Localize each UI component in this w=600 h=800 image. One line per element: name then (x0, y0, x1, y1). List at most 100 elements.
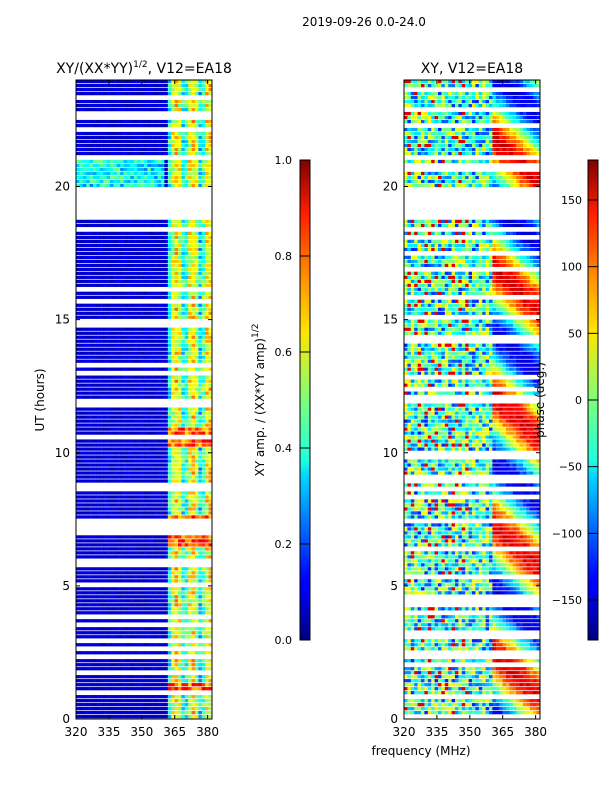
heatmap-cell (198, 383, 203, 387)
heatmap-cell (184, 267, 189, 271)
heatmap-cell (167, 351, 172, 355)
heatmap-cell (76, 179, 80, 184)
heatmap-cell (167, 675, 172, 679)
heatmap-cell (86, 343, 90, 347)
heatmap-cell (79, 355, 84, 359)
heatmap-cell (167, 375, 172, 379)
heatmap-cell (130, 571, 135, 575)
heatmap-cell (157, 607, 162, 611)
heatmap-cell (116, 575, 121, 579)
heatmap-cell (133, 135, 138, 140)
heatmap-cell (205, 675, 209, 679)
heatmap-cell (154, 343, 158, 347)
heatmap-cell (82, 175, 87, 180)
heatmap-cell (174, 183, 179, 188)
heatmap-cell (191, 711, 196, 715)
heatmap-cell (147, 455, 152, 459)
heatmap-cell (174, 307, 179, 311)
heatmap-cell (164, 163, 169, 168)
heatmap-cell (208, 99, 212, 104)
heatmap-cell (167, 83, 172, 88)
heatmap-cell (154, 575, 158, 579)
heatmap-cell (79, 347, 84, 351)
heatmap-cell (184, 143, 189, 148)
heatmap-cell (144, 175, 148, 180)
heatmap-cell (147, 383, 152, 387)
heatmap-cell (188, 347, 192, 351)
heatmap-cell (157, 683, 162, 687)
heatmap-cell (154, 595, 158, 599)
heatmap-cell (188, 443, 192, 447)
heatmap-cell (120, 415, 124, 419)
heatmap-cell (79, 459, 84, 463)
heatmap-cell (208, 579, 212, 583)
heatmap-cell (137, 307, 141, 311)
heatmap-cell (144, 687, 148, 691)
heatmap-cell (147, 547, 152, 551)
heatmap-cell (82, 607, 87, 611)
heatmap-cell (154, 355, 158, 359)
heatmap-cell (198, 167, 203, 172)
heatmap-cell (150, 355, 155, 359)
heatmap-cell (99, 571, 104, 575)
heatmap-cell (123, 263, 128, 267)
heatmap-cell (154, 459, 158, 463)
heatmap-cell (93, 91, 97, 96)
heatmap-cell (93, 343, 97, 347)
heatmap-cell (174, 595, 179, 599)
heatmap-cell (144, 271, 148, 275)
heatmap-cell (174, 607, 179, 611)
heatmap-cell (99, 311, 104, 315)
heatmap-cell (188, 163, 192, 168)
heatmap-cell (154, 347, 158, 351)
heatmap-cell (181, 243, 186, 248)
heatmap-cell (167, 175, 172, 180)
heatmap-cell (82, 87, 87, 92)
heatmap-cell (133, 411, 138, 415)
heatmap-cell (205, 715, 209, 719)
heatmap-cell (82, 139, 87, 144)
heatmap-cell (451, 80, 456, 84)
heatmap-cell (171, 407, 175, 411)
heatmap-cell (164, 159, 169, 164)
heatmap-cell (181, 247, 186, 252)
heatmap-cell (164, 411, 169, 415)
heatmap-cell (184, 499, 189, 503)
heatmap-cell (174, 619, 179, 623)
heatmap-cell (96, 359, 101, 363)
heatmap-cell (198, 479, 203, 483)
heatmap-cell (76, 659, 80, 663)
heatmap-cell (144, 411, 148, 415)
heatmap-cell (116, 695, 121, 699)
heatmap-cell (106, 695, 111, 699)
heatmap-cell (154, 467, 158, 471)
heatmap-cell (154, 675, 158, 679)
heatmap-cell (144, 135, 148, 140)
heatmap-cell (147, 219, 152, 224)
heatmap-cell (414, 91, 418, 96)
heatmap-cell (140, 243, 145, 248)
heatmap-cell (133, 279, 138, 283)
heatmap-cell (96, 419, 101, 423)
heatmap-cell (123, 607, 128, 611)
heatmap-cell (208, 343, 212, 347)
heatmap-cell (133, 567, 138, 571)
heatmap-cell (171, 327, 175, 331)
heatmap-cell (161, 219, 165, 224)
heatmap-cell (174, 119, 179, 124)
heatmap-cell (147, 463, 152, 467)
heatmap-cell (96, 567, 101, 571)
heatmap-cell (147, 407, 152, 411)
heatmap-cell (130, 475, 135, 479)
heatmap-cell (82, 163, 87, 168)
heatmap-cell (116, 687, 121, 691)
heatmap-cell (106, 507, 111, 511)
heatmap-cell (171, 659, 175, 663)
heatmap-cell (147, 479, 152, 483)
heatmap-cell (130, 379, 135, 383)
heatmap-cell (201, 703, 206, 707)
heatmap-cell (113, 539, 118, 543)
heatmap-cell (178, 571, 182, 575)
heatmap-cell (123, 235, 128, 240)
heatmap-cell (157, 139, 162, 144)
